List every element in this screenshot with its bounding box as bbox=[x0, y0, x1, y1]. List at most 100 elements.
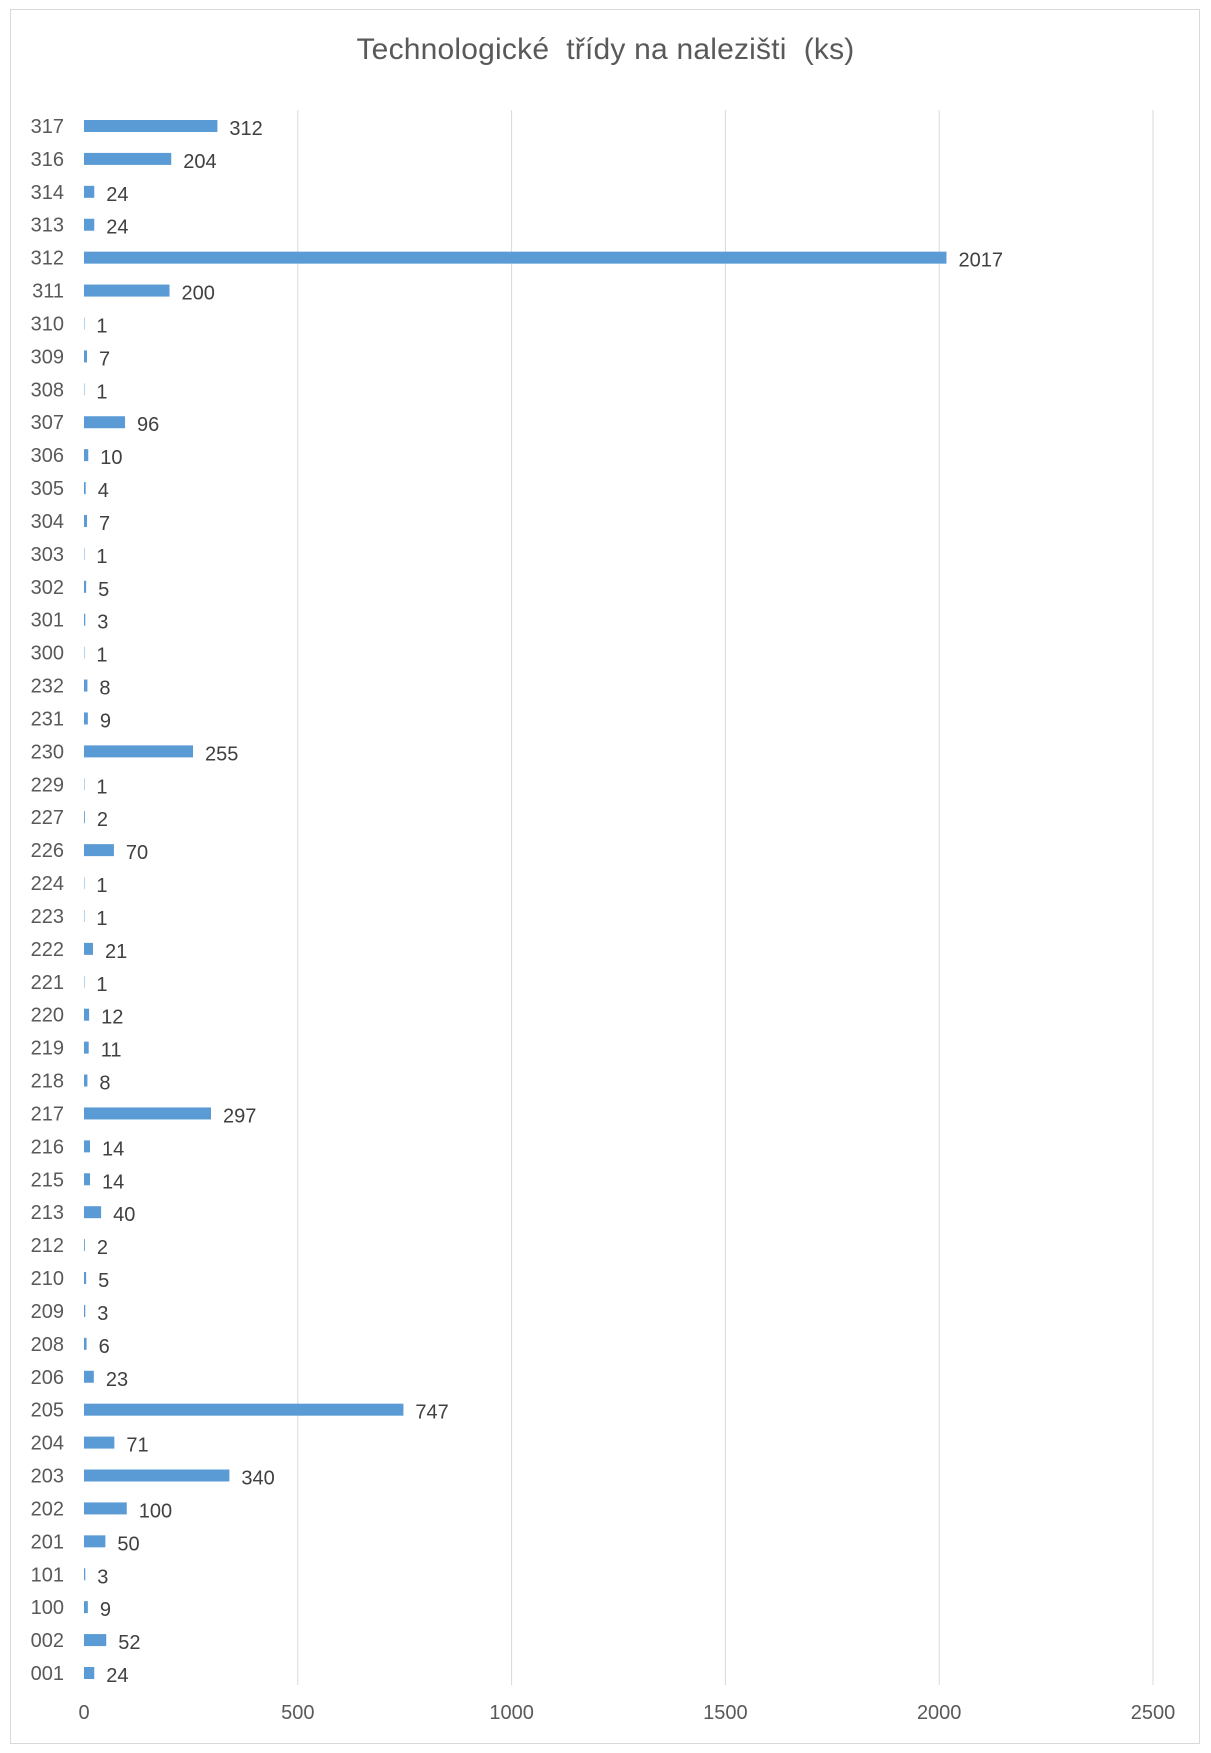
data-label-216: 14 bbox=[102, 1138, 124, 1160]
y-tick-label-300: 300 bbox=[31, 643, 64, 665]
bar-313 bbox=[84, 218, 95, 231]
data-label-312: 2017 bbox=[958, 250, 1003, 272]
bar-302 bbox=[84, 580, 87, 593]
bar-232 bbox=[84, 679, 88, 692]
y-tick-label-226: 226 bbox=[31, 840, 64, 862]
data-label-301: 3 bbox=[97, 612, 108, 634]
bar-204 bbox=[84, 1436, 115, 1449]
y-tick-label-306: 306 bbox=[31, 445, 64, 467]
y-tick-label-204: 204 bbox=[31, 1433, 64, 1455]
x-tick-label-2000: 2000 bbox=[917, 1702, 962, 1724]
x-tick-label-1000: 1000 bbox=[489, 1702, 534, 1724]
data-label-224: 1 bbox=[96, 875, 107, 897]
bar-101 bbox=[84, 1568, 86, 1581]
data-label-101: 3 bbox=[97, 1566, 108, 1588]
y-tick-label-317: 317 bbox=[31, 116, 64, 138]
bar-002 bbox=[84, 1634, 107, 1647]
data-label-203: 340 bbox=[241, 1468, 274, 1490]
data-label-210: 5 bbox=[98, 1270, 109, 1292]
bar-220 bbox=[84, 1008, 90, 1021]
data-label-309: 7 bbox=[99, 348, 110, 370]
y-tick-label-230: 230 bbox=[31, 741, 64, 763]
data-label-209: 3 bbox=[97, 1303, 108, 1325]
bar-210 bbox=[84, 1272, 87, 1285]
y-tick-label-304: 304 bbox=[31, 511, 64, 533]
y-tick-label-219: 219 bbox=[31, 1038, 64, 1060]
y-tick-label-314: 314 bbox=[31, 182, 64, 204]
bar-227 bbox=[84, 811, 85, 824]
chart-frame bbox=[10, 9, 1200, 1744]
bar-231 bbox=[84, 712, 88, 725]
data-label-313: 24 bbox=[106, 217, 128, 239]
bar-215 bbox=[84, 1173, 90, 1186]
bar-203 bbox=[84, 1469, 230, 1482]
y-tick-label-217: 217 bbox=[31, 1103, 64, 1125]
data-label-218: 8 bbox=[99, 1073, 110, 1095]
data-label-229: 1 bbox=[96, 776, 107, 798]
data-label-001: 24 bbox=[106, 1665, 128, 1687]
data-label-310: 1 bbox=[96, 315, 107, 337]
y-tick-label-212: 212 bbox=[31, 1235, 64, 1257]
data-label-307: 96 bbox=[137, 414, 159, 436]
data-label-221: 1 bbox=[96, 974, 107, 996]
data-label-311: 200 bbox=[182, 283, 215, 305]
data-label-316: 204 bbox=[183, 151, 216, 173]
data-label-208: 6 bbox=[99, 1336, 110, 1358]
bar-314 bbox=[84, 185, 95, 198]
y-tick-label-229: 229 bbox=[31, 774, 64, 796]
data-label-222: 21 bbox=[105, 941, 127, 963]
y-tick-label-218: 218 bbox=[31, 1071, 64, 1093]
y-tick-label-216: 216 bbox=[31, 1136, 64, 1158]
y-tick-label-208: 208 bbox=[31, 1334, 64, 1356]
y-tick-label-100: 100 bbox=[31, 1597, 64, 1619]
y-tick-label-202: 202 bbox=[31, 1498, 64, 1520]
data-label-306: 10 bbox=[100, 447, 122, 469]
bar-222 bbox=[84, 942, 93, 955]
data-label-215: 14 bbox=[102, 1171, 124, 1193]
y-tick-label-001: 001 bbox=[31, 1663, 64, 1685]
bar-213 bbox=[84, 1206, 102, 1219]
data-label-300: 1 bbox=[96, 645, 107, 667]
y-tick-label-221: 221 bbox=[31, 972, 64, 994]
bar-208 bbox=[84, 1337, 87, 1350]
data-label-213: 40 bbox=[113, 1204, 135, 1226]
y-tick-label-311: 311 bbox=[32, 281, 64, 303]
y-tick-label-302: 302 bbox=[31, 577, 64, 599]
bar-306 bbox=[84, 449, 89, 462]
y-tick-label-231: 231 bbox=[31, 708, 64, 730]
data-label-305: 4 bbox=[98, 480, 109, 502]
bar-202 bbox=[84, 1502, 127, 1515]
bar-219 bbox=[84, 1041, 89, 1054]
x-tick-label-2500: 2500 bbox=[1131, 1702, 1176, 1724]
y-tick-label-303: 303 bbox=[31, 544, 64, 566]
data-label-206: 23 bbox=[106, 1369, 128, 1391]
bar-100 bbox=[84, 1601, 88, 1614]
bar-311 bbox=[84, 284, 170, 297]
y-tick-label-210: 210 bbox=[31, 1268, 64, 1290]
y-tick-label-209: 209 bbox=[31, 1301, 64, 1323]
y-tick-label-305: 305 bbox=[31, 478, 64, 500]
data-label-314: 24 bbox=[106, 184, 128, 206]
y-tick-label-312: 312 bbox=[31, 248, 64, 270]
y-tick-label-222: 222 bbox=[31, 939, 64, 961]
data-label-231: 9 bbox=[100, 710, 111, 732]
y-tick-label-301: 301 bbox=[31, 610, 64, 632]
y-tick-label-101: 101 bbox=[31, 1564, 64, 1586]
y-tick-label-224: 224 bbox=[31, 873, 64, 895]
y-tick-label-002: 002 bbox=[31, 1630, 64, 1652]
data-label-204: 71 bbox=[126, 1435, 148, 1457]
y-tick-label-220: 220 bbox=[31, 1005, 64, 1027]
y-tick-label-307: 307 bbox=[31, 412, 64, 434]
y-tick-label-215: 215 bbox=[31, 1169, 64, 1191]
y-tick-label-227: 227 bbox=[31, 807, 64, 829]
y-tick-label-308: 308 bbox=[31, 379, 64, 401]
bar-317 bbox=[84, 120, 218, 132]
data-label-317: 312 bbox=[229, 118, 262, 140]
bar-312 bbox=[84, 251, 947, 264]
bar-304 bbox=[84, 514, 87, 527]
bar-001 bbox=[84, 1667, 95, 1679]
bar-201 bbox=[84, 1535, 106, 1548]
data-label-227: 2 bbox=[97, 809, 108, 831]
y-tick-label-316: 316 bbox=[31, 149, 64, 171]
x-tick-label-500: 500 bbox=[281, 1702, 314, 1724]
